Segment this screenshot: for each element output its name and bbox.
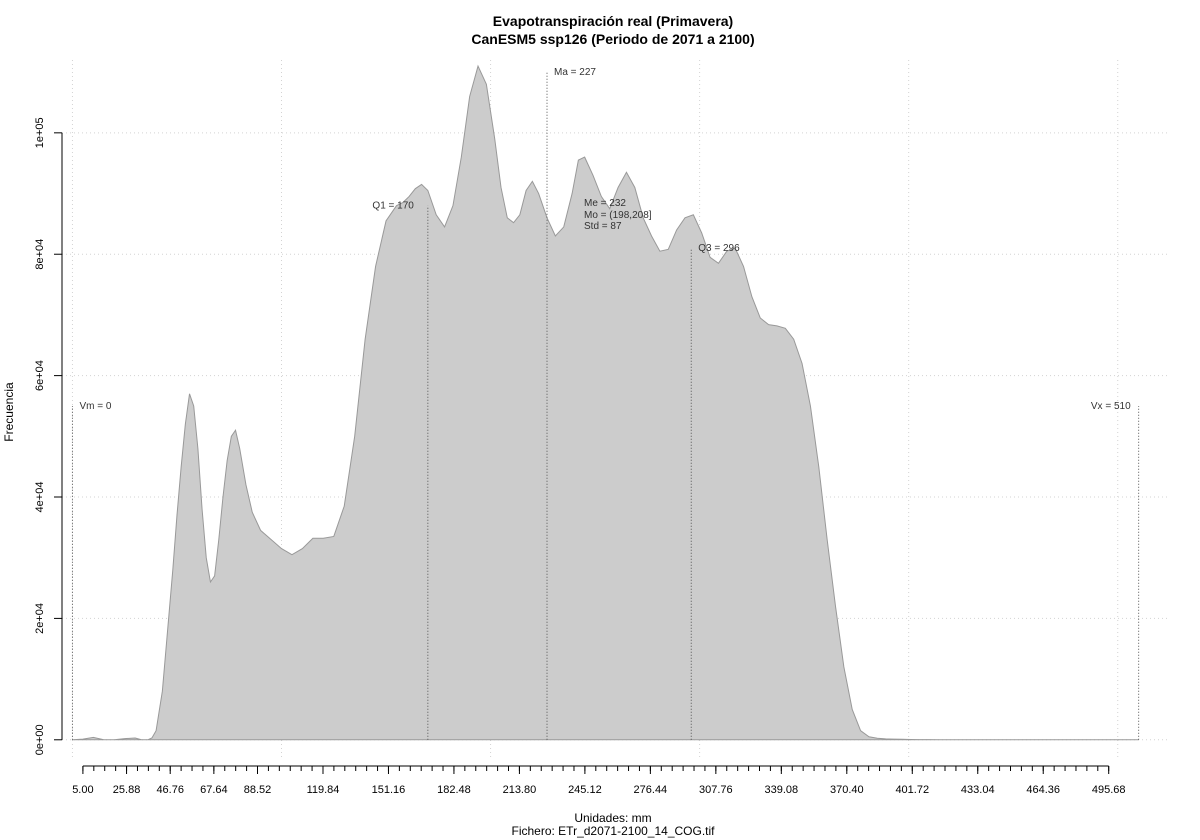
y-axis: 0e+00 2e+04 4e+04 6e+04 8e+04 1e+05	[34, 117, 63, 755]
x-tick-label: 88.52	[244, 784, 272, 796]
y-tick-label: 1e+05	[34, 117, 46, 148]
x-tick-label: 245.12	[568, 784, 602, 796]
mode-label: Mo = (198,208]	[584, 210, 652, 221]
stat-label-vx: Vx = 510	[1091, 401, 1131, 412]
stats-annotation: Me = 232 Mo = (198,208] Std = 87	[584, 198, 652, 232]
x-tick-label: 151.16	[372, 784, 406, 796]
x-axis-label: Unidades: mm	[574, 811, 651, 825]
stat-label-ma: Ma = 227	[554, 67, 596, 78]
median-label: Me = 232	[584, 198, 626, 209]
std-label: Std = 87	[584, 221, 622, 232]
y-axis-label: Frecuencia	[2, 382, 16, 442]
x-tick-label: 213.80	[503, 784, 537, 796]
x-tick-label: 495.68	[1092, 784, 1126, 796]
stat-label-q1: Q1 = 170	[372, 201, 414, 212]
x-tick-label: 182.48	[437, 784, 471, 796]
y-tick-label: 8e+04	[34, 239, 46, 270]
y-tick-label: 2e+04	[34, 603, 46, 634]
x-tick-label: 370.40	[830, 784, 864, 796]
x-tick-label: 464.36	[1026, 784, 1060, 796]
x-tick-label: 276.44	[634, 784, 668, 796]
x-tick-label: 67.64	[200, 784, 228, 796]
x-tick-label: 46.76	[156, 784, 184, 796]
statistic-lines: Vm = 0 Q1 = 170 Ma = 227 Q3 = 296 Vx = 510	[71, 67, 1140, 740]
x-tick-label: 433.04	[961, 784, 995, 796]
x-tick-label: 119.84	[307, 784, 340, 796]
x-tick-label: 5.00	[72, 784, 93, 796]
chart-subtitle: CanESM5 ssp126 (Periodo de 2071 a 2100)	[471, 31, 754, 47]
x-tick-label: 25.88	[113, 784, 141, 796]
x-tick-label: 401.72	[895, 784, 929, 796]
y-tick-label: 4e+04	[34, 482, 46, 513]
density-area	[72, 64, 1139, 741]
y-tick-label: 6e+04	[34, 360, 46, 391]
chart-title: Evapotranspiración real (Primavera)	[493, 13, 733, 29]
stat-label-vm: Vm = 0	[79, 401, 111, 412]
file-caption: Fichero: ETr_d2071-2100_14_COG.tif	[512, 824, 716, 838]
x-tick-label: 307.76	[699, 784, 733, 796]
x-tick-label: 339.08	[764, 784, 798, 796]
y-tick-label: 0e+00	[34, 724, 46, 755]
stat-label-q3: Q3 = 296	[698, 243, 740, 254]
x-axis: 5.00 25.88 46.76 67.64 88.52 119.84 151.16 182.…	[72, 765, 1126, 796]
